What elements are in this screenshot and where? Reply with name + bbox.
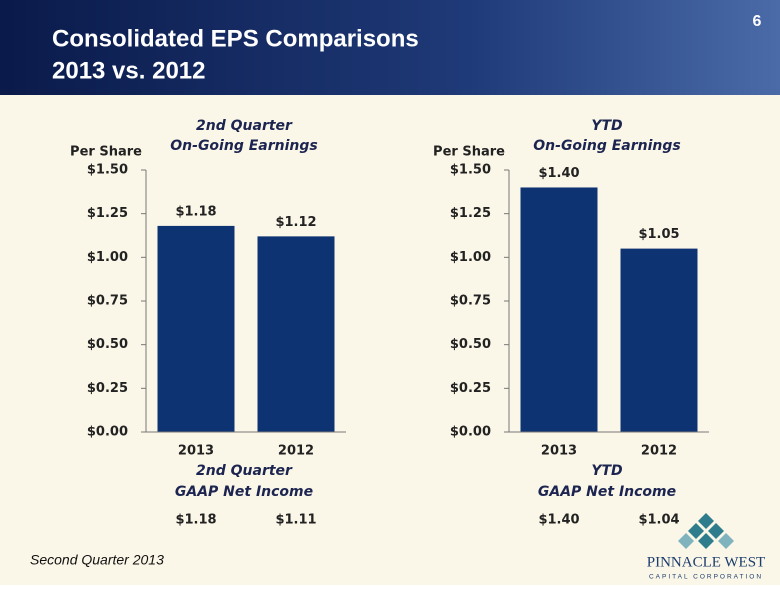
x-tick-label: 2013 [178, 444, 214, 459]
footer-text: Second Quarter 2013 [30, 552, 164, 568]
slide-subtitle: 2013 vs. 2012 [52, 57, 205, 84]
y-tick-label: $0.00 [87, 425, 128, 440]
y-tick-label: $0.50 [450, 337, 491, 352]
gaap-title: YTD [591, 463, 622, 479]
bar [257, 236, 335, 432]
y-tick-label: $0.50 [87, 337, 128, 352]
logo-mark [678, 513, 734, 549]
chart-subtitle: On-Going Earnings [533, 138, 680, 154]
chart-subtitle: On-Going Earnings [170, 138, 317, 154]
page-number: 6 [753, 13, 762, 30]
value-label: $1.12 [275, 215, 316, 230]
y-tick-label: $0.25 [87, 381, 128, 396]
y-tick-label: $1.50 [450, 163, 491, 178]
gaap-title: 2nd Quarter [196, 463, 293, 479]
chart-title: 2nd Quarter [196, 118, 293, 134]
gaap-value: $1.04 [638, 513, 679, 528]
y-tick-label: $0.00 [450, 425, 491, 440]
bar [157, 225, 235, 432]
y-tick-label: $0.75 [450, 294, 491, 309]
header-band [0, 0, 780, 95]
y-tick-label: $1.50 [87, 163, 128, 178]
gaap-subtitle: GAAP Net Income [175, 484, 313, 500]
x-tick-label: 2013 [541, 444, 577, 459]
value-label: $1.05 [638, 227, 679, 242]
y-axis-label: Per Share [70, 145, 142, 160]
gaap-value: $1.18 [175, 513, 216, 528]
bar [620, 248, 698, 432]
slide-title: Consolidated EPS Comparisons [52, 25, 419, 52]
value-label: $1.18 [175, 204, 216, 219]
y-axis-label: Per Share [433, 145, 505, 160]
logo-name: PINNACLE WEST [647, 554, 765, 570]
y-tick-label: $0.75 [87, 294, 128, 309]
chart-title: YTD [591, 118, 622, 134]
logo-tagline: CAPITAL CORPORATION [649, 574, 763, 581]
y-tick-label: $1.25 [450, 206, 491, 221]
gaap-value: $1.11 [275, 513, 316, 528]
x-tick-label: 2012 [278, 444, 314, 459]
x-tick-label: 2012 [641, 444, 677, 459]
y-tick-label: $1.00 [450, 250, 491, 265]
value-label: $1.40 [538, 166, 579, 181]
bar [520, 187, 598, 432]
y-tick-label: $1.00 [87, 250, 128, 265]
y-tick-label: $0.25 [450, 381, 491, 396]
gaap-value: $1.40 [538, 513, 579, 528]
gaap-subtitle: GAAP Net Income [538, 484, 676, 500]
y-tick-label: $1.25 [87, 206, 128, 221]
